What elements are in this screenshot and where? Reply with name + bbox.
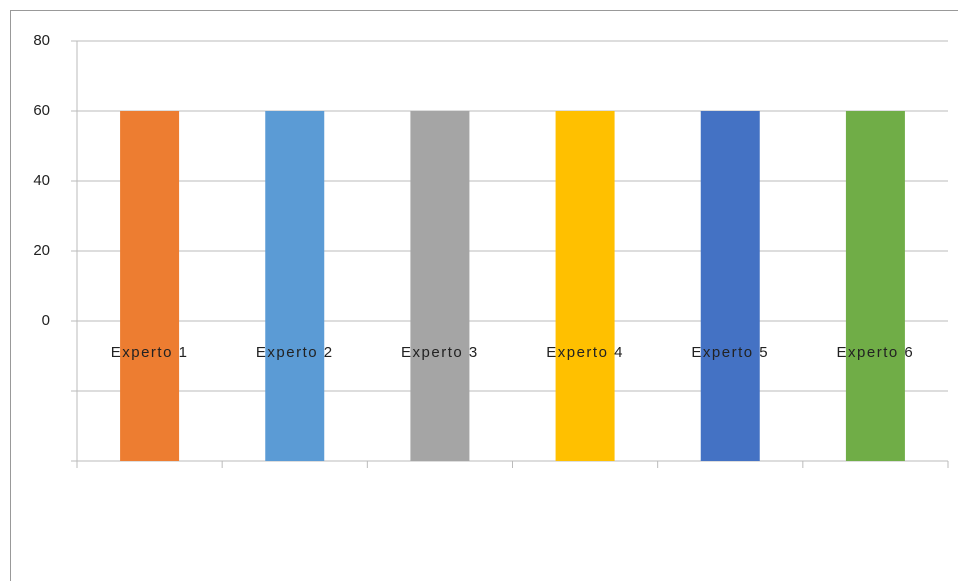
x-tick-label: Experto 4 bbox=[546, 344, 624, 361]
bar bbox=[700, 111, 760, 461]
x-tick-label: Experto 2 bbox=[256, 344, 334, 361]
bar bbox=[845, 111, 905, 461]
y-tick-label: 20 bbox=[33, 242, 50, 259]
y-tick-label: 80 bbox=[33, 32, 50, 49]
x-tick-label: Experto 3 bbox=[401, 344, 479, 361]
bar bbox=[555, 111, 615, 461]
chart-border bbox=[10, 10, 958, 581]
bar bbox=[120, 111, 180, 461]
y-tick-label: 0 bbox=[42, 312, 50, 329]
bar bbox=[410, 111, 470, 461]
x-tick-label: Experto 5 bbox=[691, 344, 769, 361]
x-tick-label: Experto 1 bbox=[111, 344, 189, 361]
x-tick-label: Experto 6 bbox=[837, 344, 915, 361]
y-tick-label: 40 bbox=[33, 172, 50, 189]
bar bbox=[265, 111, 325, 461]
y-tick-label: 60 bbox=[33, 102, 50, 119]
